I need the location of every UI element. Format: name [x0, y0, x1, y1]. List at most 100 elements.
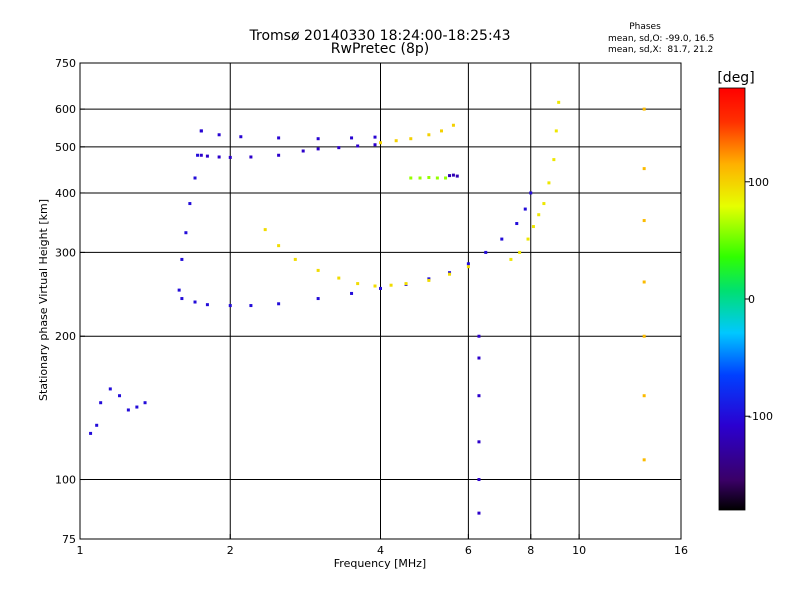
- scatter-point: [394, 139, 398, 143]
- y-axis-ticks: 75 100 200 300 400 500 600 750: [55, 57, 85, 546]
- scatter-point: [642, 167, 646, 171]
- scatter-point: [373, 143, 377, 147]
- phases-x-stats: mean, sd,X: 81.7, 21.2: [608, 45, 713, 55]
- scatter-point: [337, 146, 341, 150]
- scatter-point: [477, 334, 481, 338]
- scatter-point: [316, 268, 320, 272]
- scatter-point: [135, 405, 139, 409]
- y-tick-label: 600: [55, 103, 76, 116]
- scatter-point: [448, 174, 452, 178]
- scatter-point: [529, 191, 533, 195]
- scatter-point: [180, 257, 184, 261]
- scatter-point: [228, 304, 232, 308]
- scatter-point: [277, 244, 281, 248]
- scatter-point: [642, 219, 646, 223]
- colorbar-tick-label: -100: [748, 410, 773, 423]
- scatter-point: [356, 144, 360, 148]
- y-tick-label: 75: [62, 533, 76, 546]
- scatter-point: [379, 141, 382, 145]
- scatter-point: [466, 262, 470, 266]
- scatter-point: [542, 202, 546, 206]
- scatter-point: [316, 297, 320, 301]
- scatter-point: [188, 202, 192, 206]
- y-tick-label: 100: [55, 474, 76, 487]
- scatter-point: [477, 478, 481, 482]
- scatter-point: [217, 133, 221, 137]
- scatter-point: [184, 231, 188, 235]
- scatter-point: [642, 280, 646, 284]
- scatter-point: [249, 304, 253, 308]
- scatter-point: [180, 297, 184, 301]
- scatter-point: [193, 176, 197, 180]
- scatter-point: [477, 440, 481, 444]
- scatter-point: [518, 250, 522, 254]
- y-axis-label: Stationary phase Virtual Height [km]: [37, 199, 50, 401]
- scatter-point: [455, 174, 459, 178]
- scatter-point: [277, 136, 281, 140]
- scatter-point: [642, 334, 646, 338]
- scatter-point: [500, 237, 504, 241]
- phases-heading: Phases: [629, 22, 661, 32]
- scatter-point: [373, 284, 377, 288]
- x-tick-label: 8: [527, 544, 534, 557]
- scatter-point: [557, 100, 561, 104]
- scatter-point: [389, 283, 393, 287]
- scatter-point: [95, 423, 99, 427]
- scatter-point: [554, 129, 558, 133]
- y-tick-label: 200: [55, 330, 76, 343]
- colorbar: [deg] 100 0 -100: [717, 70, 773, 511]
- scatter-point: [547, 181, 551, 185]
- scatter-point: [435, 176, 439, 180]
- x-tick-label: 4: [377, 544, 384, 557]
- phases-o-stats: mean, sd,O: -99.0, 16.5: [608, 34, 714, 44]
- scatter-point: [118, 394, 122, 398]
- scatter-point: [440, 129, 444, 133]
- scatter-point: [451, 123, 455, 127]
- scatter-point: [477, 511, 481, 515]
- scatter-point: [228, 155, 232, 159]
- scatter-point: [642, 394, 646, 398]
- scatter-point: [89, 431, 93, 435]
- scatter-point: [427, 278, 431, 282]
- x-axis-ticks: 1 2 4 6 8 10 16: [77, 534, 688, 557]
- scatter-point: [350, 291, 354, 295]
- scatter-point: [249, 155, 253, 159]
- scatter-point: [177, 288, 181, 292]
- colorbar-unit-label: [deg]: [717, 70, 754, 86]
- gridlines: [80, 63, 681, 539]
- scatter-point: [448, 272, 452, 276]
- scatter-points: [89, 100, 646, 515]
- x-tick-label: 10: [572, 544, 586, 557]
- y-tick-label: 400: [55, 187, 76, 200]
- scatter-point: [466, 265, 470, 269]
- scatter-point: [196, 153, 200, 157]
- scatter-point: [477, 356, 481, 360]
- scatter-point: [379, 286, 382, 290]
- scatter-point: [477, 394, 481, 398]
- scatter-point: [99, 401, 103, 405]
- scatter-point: [427, 277, 431, 281]
- scatter-point: [356, 282, 360, 286]
- y-tick-label: 500: [55, 141, 76, 154]
- scatter-point: [642, 107, 646, 111]
- scatter-point: [316, 137, 320, 141]
- scatter-point: [515, 222, 519, 226]
- scatter-point: [277, 302, 281, 306]
- scatter-point: [143, 401, 147, 405]
- scatter-point: [526, 237, 530, 241]
- scatter-point: [418, 176, 422, 180]
- scatter-point: [239, 135, 243, 139]
- scatter-point: [484, 250, 488, 254]
- scatter-point: [448, 271, 452, 275]
- x-tick-label: 16: [674, 544, 688, 557]
- colorbar-tick-label: 0: [748, 293, 755, 306]
- scatter-point: [205, 303, 209, 307]
- scatter-point: [404, 282, 408, 286]
- scatter-point: [293, 257, 297, 261]
- scatter-point: [537, 213, 541, 217]
- scatter-point: [409, 176, 413, 180]
- scatter-point: [642, 458, 646, 462]
- scatter-point: [523, 207, 527, 211]
- y-tick-label: 300: [55, 246, 76, 259]
- scatter-point: [108, 387, 112, 391]
